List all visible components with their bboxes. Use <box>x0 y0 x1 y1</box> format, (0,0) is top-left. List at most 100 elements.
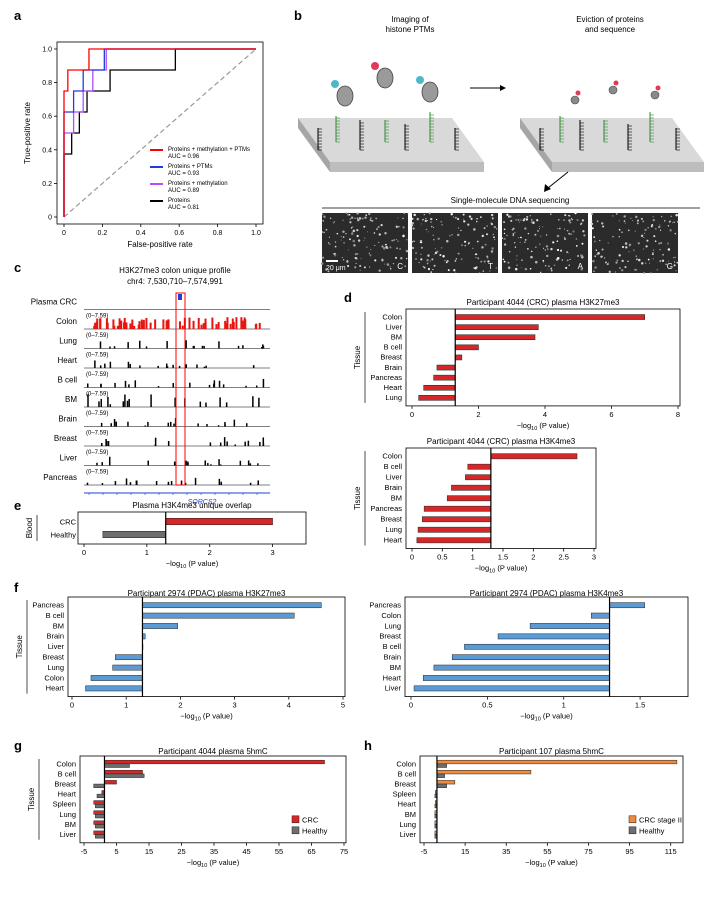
chart-frame <box>79 755 347 844</box>
fluorescent-spot <box>350 232 354 236</box>
fluorescent-spot <box>667 260 669 262</box>
x-tick-label: 35 <box>502 847 510 856</box>
signal-bar <box>129 363 132 368</box>
category-label: Lung <box>384 621 401 630</box>
signal-bar <box>113 346 116 349</box>
fluorescent-spot <box>510 219 513 222</box>
category-label: B cell <box>58 769 77 778</box>
signal-bar <box>165 363 168 368</box>
roc-curve <box>63 48 256 217</box>
fluorescent-spot <box>432 268 434 271</box>
signal-bar <box>196 364 198 368</box>
signal-bar <box>99 365 102 368</box>
fluorescent-spot <box>572 230 575 233</box>
roc-x-tick-label: 0.6 <box>174 230 184 237</box>
bar <box>417 526 492 533</box>
signal-bar <box>245 423 248 427</box>
fluorescent-spot <box>643 237 645 239</box>
category-label: BM <box>391 494 402 503</box>
fluorescent-spot <box>411 246 415 250</box>
fluorescent-spot <box>511 228 514 231</box>
fluorescent-spot <box>349 221 352 224</box>
fluorescent-spot <box>426 262 429 265</box>
bar <box>422 675 610 681</box>
signal-bar <box>110 423 112 427</box>
fluorescent-spot <box>371 219 374 222</box>
fluorescent-spot <box>630 217 632 219</box>
fluorescent-spot <box>542 261 545 263</box>
fluorescent-spot <box>368 212 371 216</box>
fluorescent-spot <box>550 269 553 272</box>
tile-base-label: G <box>667 262 673 271</box>
fluorescent-spot <box>364 216 367 219</box>
panel-letter-e: e <box>14 498 21 513</box>
fluorescent-spot <box>557 227 559 230</box>
fluorescent-spot <box>625 246 628 249</box>
imaging-label: Imaging of histone PTMs <box>386 15 435 34</box>
fluorescent-spot <box>423 213 425 216</box>
fluorescent-spot <box>454 216 457 219</box>
category-label: Brain <box>384 363 402 372</box>
fluorescent-spot <box>412 227 415 230</box>
signal-bar <box>99 318 102 329</box>
fluorescent-spot <box>457 227 460 229</box>
fluorescent-spot <box>347 264 350 268</box>
fluorescent-spot <box>353 244 356 247</box>
fluorescent-spot <box>538 225 540 227</box>
signal-bar <box>231 318 234 329</box>
fluorescent-spot <box>509 215 512 218</box>
fluorescent-spot <box>460 258 463 261</box>
signal-bar <box>252 365 255 368</box>
category-label: Colon <box>56 759 76 768</box>
fluorescent-spot <box>455 258 458 260</box>
signal-bar <box>255 323 258 329</box>
roc-axes-frame <box>56 41 264 225</box>
genome-tracks: H3K27me3 colon unique profile chr4: 7,53… <box>31 266 270 506</box>
x-tick-label: 2.5 <box>558 553 568 562</box>
track-label: B cell <box>57 376 77 385</box>
evicted-nucleosome <box>650 90 660 100</box>
fluorescent-spot <box>580 222 583 225</box>
legend-swatch <box>291 826 300 835</box>
fluorescent-spot <box>564 228 566 230</box>
fluorescent-spot <box>514 246 517 248</box>
x-tick-label: 15 <box>145 847 153 856</box>
signal-bar <box>101 462 103 466</box>
bar-crc <box>104 759 325 765</box>
track-label: Colon <box>56 317 77 326</box>
fluorescent-spot <box>539 228 541 230</box>
fluorescent-spot <box>672 222 674 224</box>
fluorescent-spot <box>402 217 404 220</box>
fluorescent-spot <box>520 267 522 269</box>
fluorescent-spot <box>349 218 352 220</box>
fluorescent-spot <box>426 219 428 221</box>
bar-chart-d-h3k4me3: Participant 4044 (CRC) plasma H3K4me3 Col… <box>353 437 597 575</box>
signal-bar <box>235 317 238 329</box>
signal-bar <box>210 464 212 466</box>
signal-bar <box>129 323 132 329</box>
fluorescent-spot <box>351 226 354 228</box>
chart-frame <box>404 596 689 697</box>
signal-bar <box>261 346 263 349</box>
fluorescent-spot <box>481 234 484 238</box>
roc-legend-name: Proteins + PTMs <box>168 164 213 170</box>
signal-bar <box>200 324 203 329</box>
category-label: CRC <box>60 517 77 526</box>
fluorescent-spot <box>402 226 405 229</box>
category-label: Lung <box>47 663 64 672</box>
slide-left-top <box>298 118 484 162</box>
bar-healthy <box>95 834 105 839</box>
gene-strand-arrow: › <box>200 492 202 498</box>
x-tick-label: 1.5 <box>635 701 645 710</box>
fluorescent-spot <box>642 248 645 250</box>
fluorescent-spot <box>352 239 356 243</box>
fluorescent-spot <box>430 217 433 221</box>
signal-bar <box>127 342 129 349</box>
fluorescent-spot <box>413 240 415 242</box>
signal-bar <box>218 459 220 466</box>
signal-bar <box>169 421 172 427</box>
bar-healthy <box>95 824 105 829</box>
x-tick-label: 0 <box>410 410 414 419</box>
x-tick-label: 55 <box>543 847 551 856</box>
signal-bar <box>218 478 221 485</box>
